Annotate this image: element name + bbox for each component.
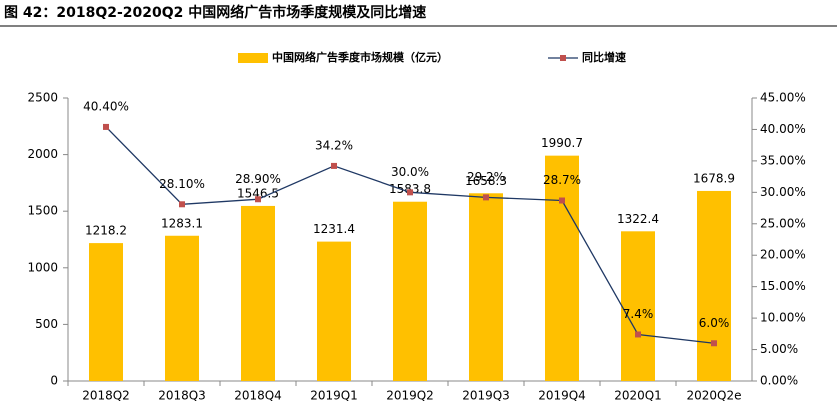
- line-marker: [331, 162, 337, 169]
- y2-tick-label: 0.00%: [760, 374, 798, 388]
- bar: [165, 235, 199, 381]
- chart-title: 图 42：2018Q2-2020Q2 中国网络广告市场季度规模及同比增速: [4, 4, 426, 21]
- bar-value-label: 1658.3: [465, 174, 507, 188]
- line-marker: [635, 331, 641, 338]
- y-tick-label: 2500: [27, 91, 58, 105]
- bar-value-label: 1218.2: [85, 224, 127, 238]
- bar-value-label: 1546.5: [237, 186, 279, 200]
- line-marker: [711, 340, 717, 347]
- bar-value-label: 1990.7: [541, 136, 583, 150]
- x-tick-label: 2019Q2: [386, 389, 434, 403]
- line-value-label: 29.2%: [467, 170, 505, 184]
- y2-tick-label: 40.00%: [760, 122, 806, 136]
- legend-label: 同比增速: [582, 50, 626, 64]
- y2-tick-label: 45.00%: [760, 91, 806, 105]
- y2-tick-label: 10.00%: [760, 311, 806, 325]
- line-value-label: 6.0%: [699, 316, 730, 330]
- x-tick-label: 2018Q3: [158, 389, 206, 403]
- line-value-label: 40.40%: [83, 99, 129, 113]
- x-tick-label: 2019Q3: [462, 389, 510, 403]
- legend-marker: [560, 55, 566, 61]
- bar-value-label: 1322.4: [617, 212, 659, 226]
- line-value-label: 28.10%: [159, 177, 205, 191]
- bar-value-label: 1231.4: [313, 222, 355, 236]
- y2-tick-label: 20.00%: [760, 248, 806, 262]
- line-marker: [179, 201, 185, 208]
- y-tick-label: 1000: [27, 260, 58, 274]
- line-marker: [483, 194, 489, 201]
- line-marker: [559, 197, 565, 204]
- y-tick-label: 0: [50, 374, 58, 388]
- x-tick-label: 2019Q4: [538, 389, 586, 403]
- line-value-label: 34.2%: [315, 138, 353, 152]
- line-value-label: 28.90%: [235, 172, 281, 186]
- line-marker: [407, 189, 413, 196]
- line-marker: [103, 123, 109, 130]
- line-value-label: 28.7%: [543, 173, 581, 187]
- bar: [393, 201, 427, 381]
- line-marker: [255, 196, 261, 203]
- legend-label: 中国网络广告季度市场规模（亿元）: [272, 50, 448, 64]
- bar: [89, 243, 123, 381]
- y-tick-label: 1500: [27, 204, 58, 218]
- x-tick-label: 2019Q1: [310, 389, 358, 403]
- bar-value-label: 1283.1: [161, 216, 203, 230]
- bar: [621, 231, 655, 381]
- y2-tick-label: 5.00%: [760, 342, 798, 356]
- line-value-label: 7.4%: [623, 307, 654, 321]
- line-value-label: 30.0%: [391, 165, 429, 179]
- y-tick-label: 2000: [27, 147, 58, 161]
- bar: [317, 241, 351, 381]
- x-tick-label: 2020Q2e: [686, 389, 741, 403]
- x-tick-label: 2018Q4: [234, 389, 282, 403]
- bar: [469, 193, 503, 381]
- y-tick-label: 500: [35, 317, 58, 331]
- bar: [697, 190, 731, 381]
- bar: [241, 205, 275, 381]
- bar-value-label: 1678.9: [693, 171, 735, 185]
- y2-tick-label: 35.00%: [760, 153, 806, 167]
- legend-swatch: [238, 53, 268, 63]
- y2-tick-label: 30.00%: [760, 185, 806, 199]
- y2-tick-label: 25.00%: [760, 216, 806, 230]
- x-tick-label: 2020Q1: [614, 389, 662, 403]
- bar: [545, 155, 579, 381]
- y2-tick-label: 15.00%: [760, 279, 806, 293]
- x-tick-label: 2018Q2: [82, 389, 130, 403]
